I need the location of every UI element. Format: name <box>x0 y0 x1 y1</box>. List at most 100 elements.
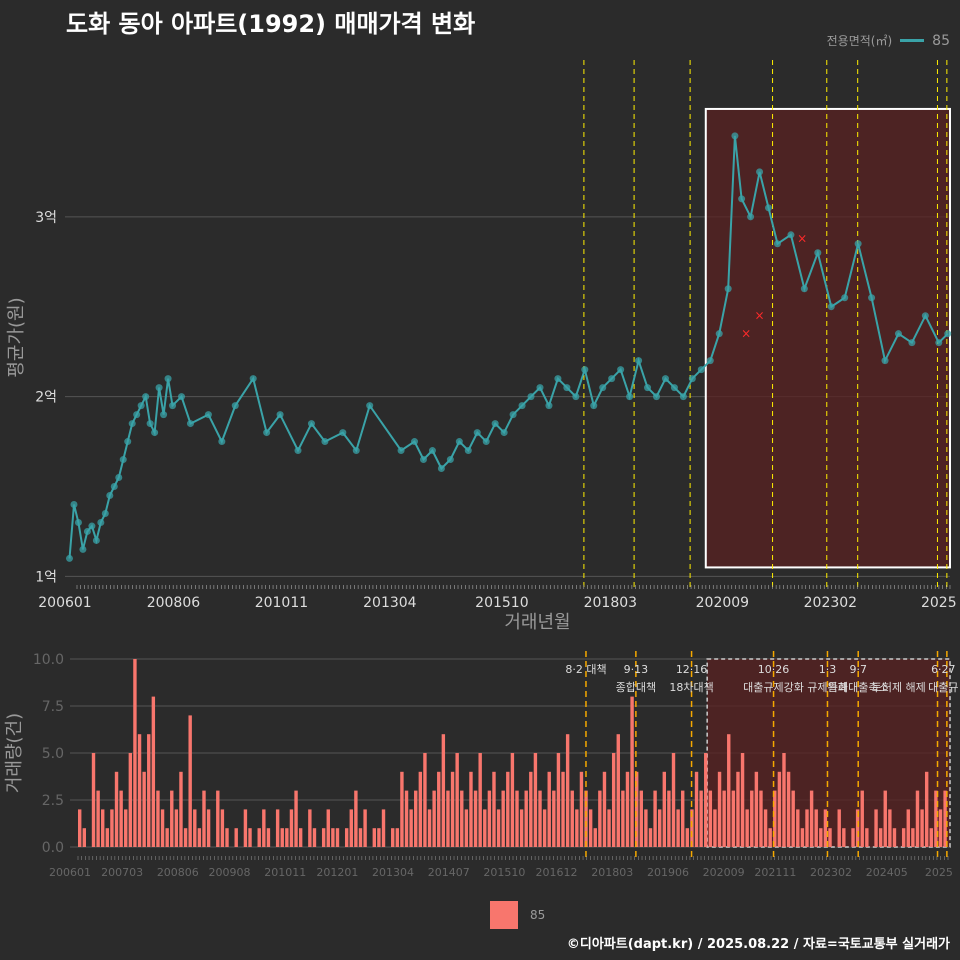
volume-bar <box>929 828 933 847</box>
price-point <box>321 438 329 446</box>
volume-bar <box>768 828 772 847</box>
volume-bar <box>777 771 782 847</box>
volume-bar <box>796 809 800 847</box>
price-point <box>635 357 643 365</box>
price-point <box>652 393 660 401</box>
bar-x-tick-label: 202302 <box>810 866 852 879</box>
policy-date-label: 8·2 대책 <box>565 663 606 676</box>
volume-bar <box>137 734 142 847</box>
price-point <box>773 240 781 248</box>
price-point <box>644 384 652 392</box>
volume-bar <box>156 790 160 847</box>
volume-bar <box>206 809 211 847</box>
bar-x-tick-label: 202111 <box>754 866 796 879</box>
volume-bar <box>814 809 818 847</box>
volume-bar <box>248 828 252 847</box>
volume-bar <box>506 771 510 847</box>
policy-text-label: 18차대책 <box>669 681 713 694</box>
volume-bar <box>275 809 280 847</box>
legend: 전용면적(㎡) 85 <box>827 32 950 49</box>
price-point <box>115 474 123 482</box>
volume-bar <box>878 828 883 847</box>
volume-bar <box>943 790 947 847</box>
volume-bar <box>727 734 731 847</box>
volume-bar <box>662 771 667 847</box>
price-point <box>133 411 141 419</box>
volume-bar <box>552 790 556 847</box>
bar-x-tick-label: 200601 <box>49 866 91 879</box>
volume-bar <box>133 659 137 847</box>
volume-bar <box>565 734 570 847</box>
volume-bar <box>667 790 671 847</box>
price-point <box>688 375 696 383</box>
x-tick-label: 202009 <box>696 595 749 611</box>
volume-bar <box>220 809 225 847</box>
outlier-marker: × <box>741 327 751 341</box>
volume-bar <box>492 771 496 847</box>
volume-bar <box>533 753 538 847</box>
volume-bar <box>460 790 464 847</box>
volume-bar <box>685 828 690 847</box>
volume-bar <box>934 790 938 847</box>
bar-x-tick-label: 202405 <box>866 866 908 879</box>
volume-bar <box>114 771 119 847</box>
volume-bar <box>377 828 381 847</box>
price-point <box>119 456 127 464</box>
volume-bar <box>423 753 427 847</box>
volume-bar <box>722 790 726 847</box>
legend-title: 전용면적(㎡) <box>826 34 893 48</box>
price-point <box>437 465 445 473</box>
price-point <box>70 500 78 508</box>
volume-bar <box>809 790 814 847</box>
price-point <box>455 438 463 446</box>
price-point <box>411 438 419 446</box>
volume-bar <box>160 809 165 847</box>
volume-bar <box>681 790 685 847</box>
legend-line-swatch <box>900 39 925 42</box>
price-point <box>164 375 172 383</box>
volume-bar <box>800 828 805 847</box>
price-point <box>841 294 849 302</box>
volume-bar <box>414 790 418 847</box>
volume-bar <box>906 809 910 847</box>
volume-bar <box>257 828 261 847</box>
price-point <box>563 384 571 392</box>
policy-text-label: 대출규 <box>928 681 958 694</box>
price-point <box>590 402 598 410</box>
price-point <box>88 522 96 530</box>
bar-y-tick-label: 2.5 <box>42 793 64 809</box>
volume-bar <box>110 809 114 847</box>
bar-x-tick-label: 202009 <box>703 866 745 879</box>
price-point <box>765 204 773 212</box>
price-point <box>339 429 347 437</box>
price-point <box>747 213 755 221</box>
volume-bar <box>372 828 377 847</box>
volume-bar <box>289 809 294 847</box>
bar-legend: 85 <box>490 901 545 929</box>
price-point <box>218 438 226 446</box>
volume-bar <box>165 828 169 847</box>
outlier-marker: × <box>755 309 765 323</box>
price-point <box>670 384 678 392</box>
bar-y-tick-label: 0.0 <box>42 840 64 856</box>
legend-series-label: 85 <box>932 32 950 49</box>
policy-date-label: 12·16 <box>676 663 708 676</box>
volume-bar <box>938 809 943 847</box>
price-point <box>500 429 508 437</box>
volume-bar <box>699 790 703 847</box>
volume-bar <box>750 790 754 847</box>
volume-bar <box>266 828 271 847</box>
volume-bar <box>432 790 436 847</box>
price-point <box>814 249 822 257</box>
volume-bar <box>745 809 749 847</box>
policy-text-label: 토허제 해제 <box>872 680 926 694</box>
volume-bar <box>243 809 248 847</box>
volume-bar <box>234 828 238 847</box>
price-point <box>263 429 271 437</box>
volume-bar <box>395 828 400 847</box>
price-point <box>294 447 302 455</box>
volume-bar <box>331 828 335 847</box>
price-point <box>491 420 499 428</box>
volume-bar <box>625 771 630 847</box>
policy-text-label: 대출규제강화 <box>743 681 804 694</box>
